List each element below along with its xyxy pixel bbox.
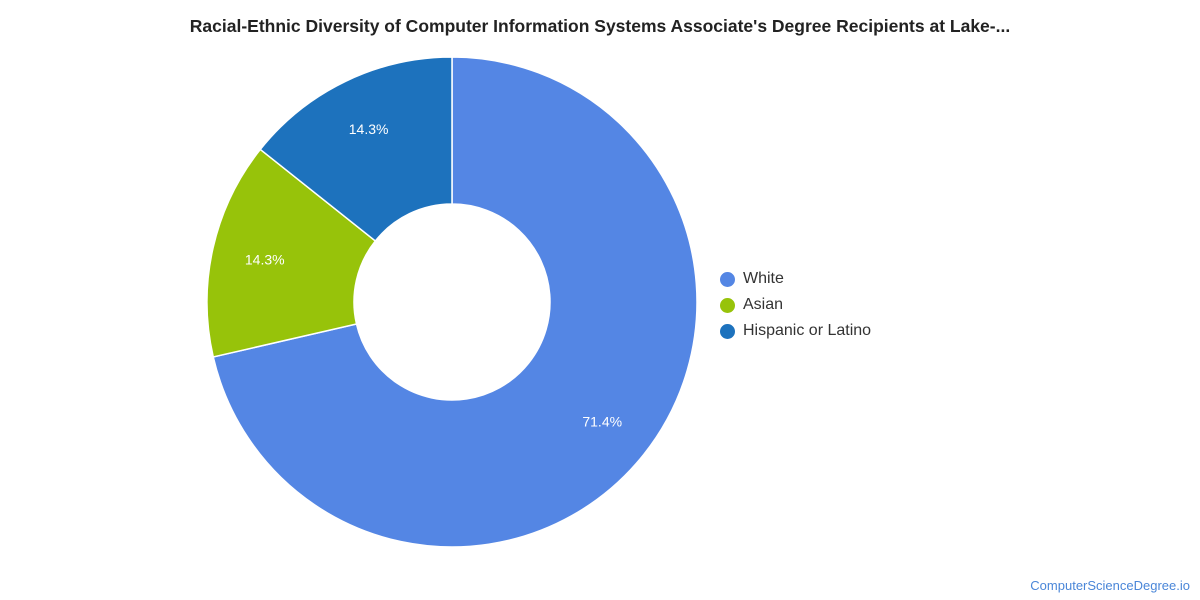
legend-marker-white [720, 271, 735, 287]
legend-item-hispanic-or-latino[interactable]: Hispanic or Latino [720, 318, 871, 344]
chart-title: Racial-Ethnic Diversity of Computer Info… [189, 16, 1011, 36]
donut-slices [206, 56, 698, 548]
legend-marker-hispanic-or-latino [720, 323, 735, 339]
chart-legend: White Asian Hispanic or Latino [720, 266, 871, 344]
legend-item-asian[interactable]: Asian [720, 292, 871, 318]
legend-item-white[interactable]: White [720, 266, 871, 292]
legend-label-asian: Asian [743, 296, 784, 313]
legend-marker-asian [720, 297, 735, 313]
legend-label-white: White [743, 270, 784, 287]
donut-slice-labels: 71.4% 14.3% 14.3% [245, 121, 622, 430]
donut-slice-asian[interactable] [206, 148, 377, 358]
site-watermark-link[interactable]: ComputerScienceDegree.io [1030, 578, 1190, 593]
slice-label-asian: 14.3% [245, 252, 285, 268]
slice-label-hispanic-or-latino: 14.3% [349, 121, 389, 137]
donut-slice-white[interactable] [212, 56, 698, 548]
slice-label-white: 71.4% [582, 414, 622, 430]
legend-label-hispanic-or-latino: Hispanic or Latino [743, 322, 872, 339]
donut-slice-hispanic-or-latino[interactable] [259, 56, 453, 243]
